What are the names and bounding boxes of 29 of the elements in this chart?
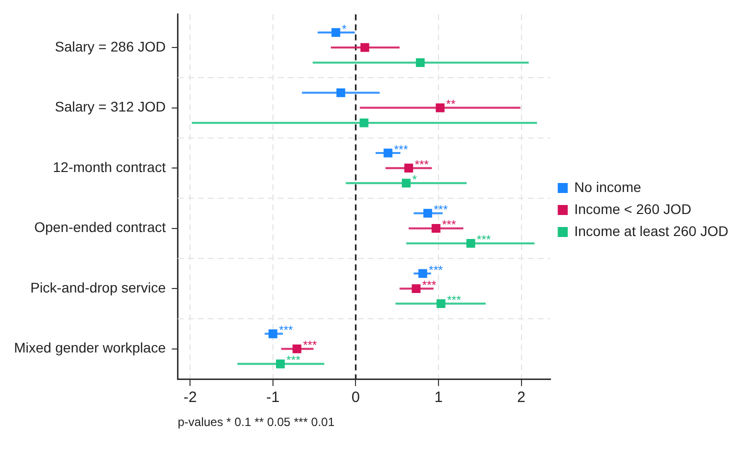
y-tick-label: 12-month contract [52,158,166,175]
y-tick-label: Salary = 312 JOD [54,98,166,115]
y-tick-label: Salary = 286 JOD [54,38,166,54]
y-tick-label: Pick-and-drop service [30,279,166,296]
x-tick-label: -2 [183,389,197,406]
data-label: *** [446,292,462,307]
data-label: *** [302,338,318,352]
data-label: *** [434,202,448,217]
legend-label: No income [574,178,642,195]
data-label: *** [286,353,301,368]
data-label: *** [394,142,408,156]
data-label: *** [442,218,456,232]
data-label: *** [278,323,294,338]
data-label: *** [422,278,436,292]
x-tick-label: 2 [517,389,526,406]
legend-label: Income at least 260 JOD [574,222,728,239]
x-tick-label: 1 [434,389,443,406]
x-tick-label: -1 [266,389,280,406]
text: p-values * 0.1 ** 0.05 *** 0.01 [178,415,335,429]
data-label: *** [428,262,444,277]
data-label: *** [414,157,430,172]
data-label: ** [446,97,456,112]
y-tick-label: Mixed gender workplace [14,340,166,356]
y-tick-label: Open-ended contract [34,219,166,236]
data-label: *** [476,232,492,247]
legend-label: Income < 260 JOD [574,200,692,217]
x-tick-label: 0 [352,389,360,406]
data-label: * [342,22,347,36]
data-label: * [412,172,418,186]
